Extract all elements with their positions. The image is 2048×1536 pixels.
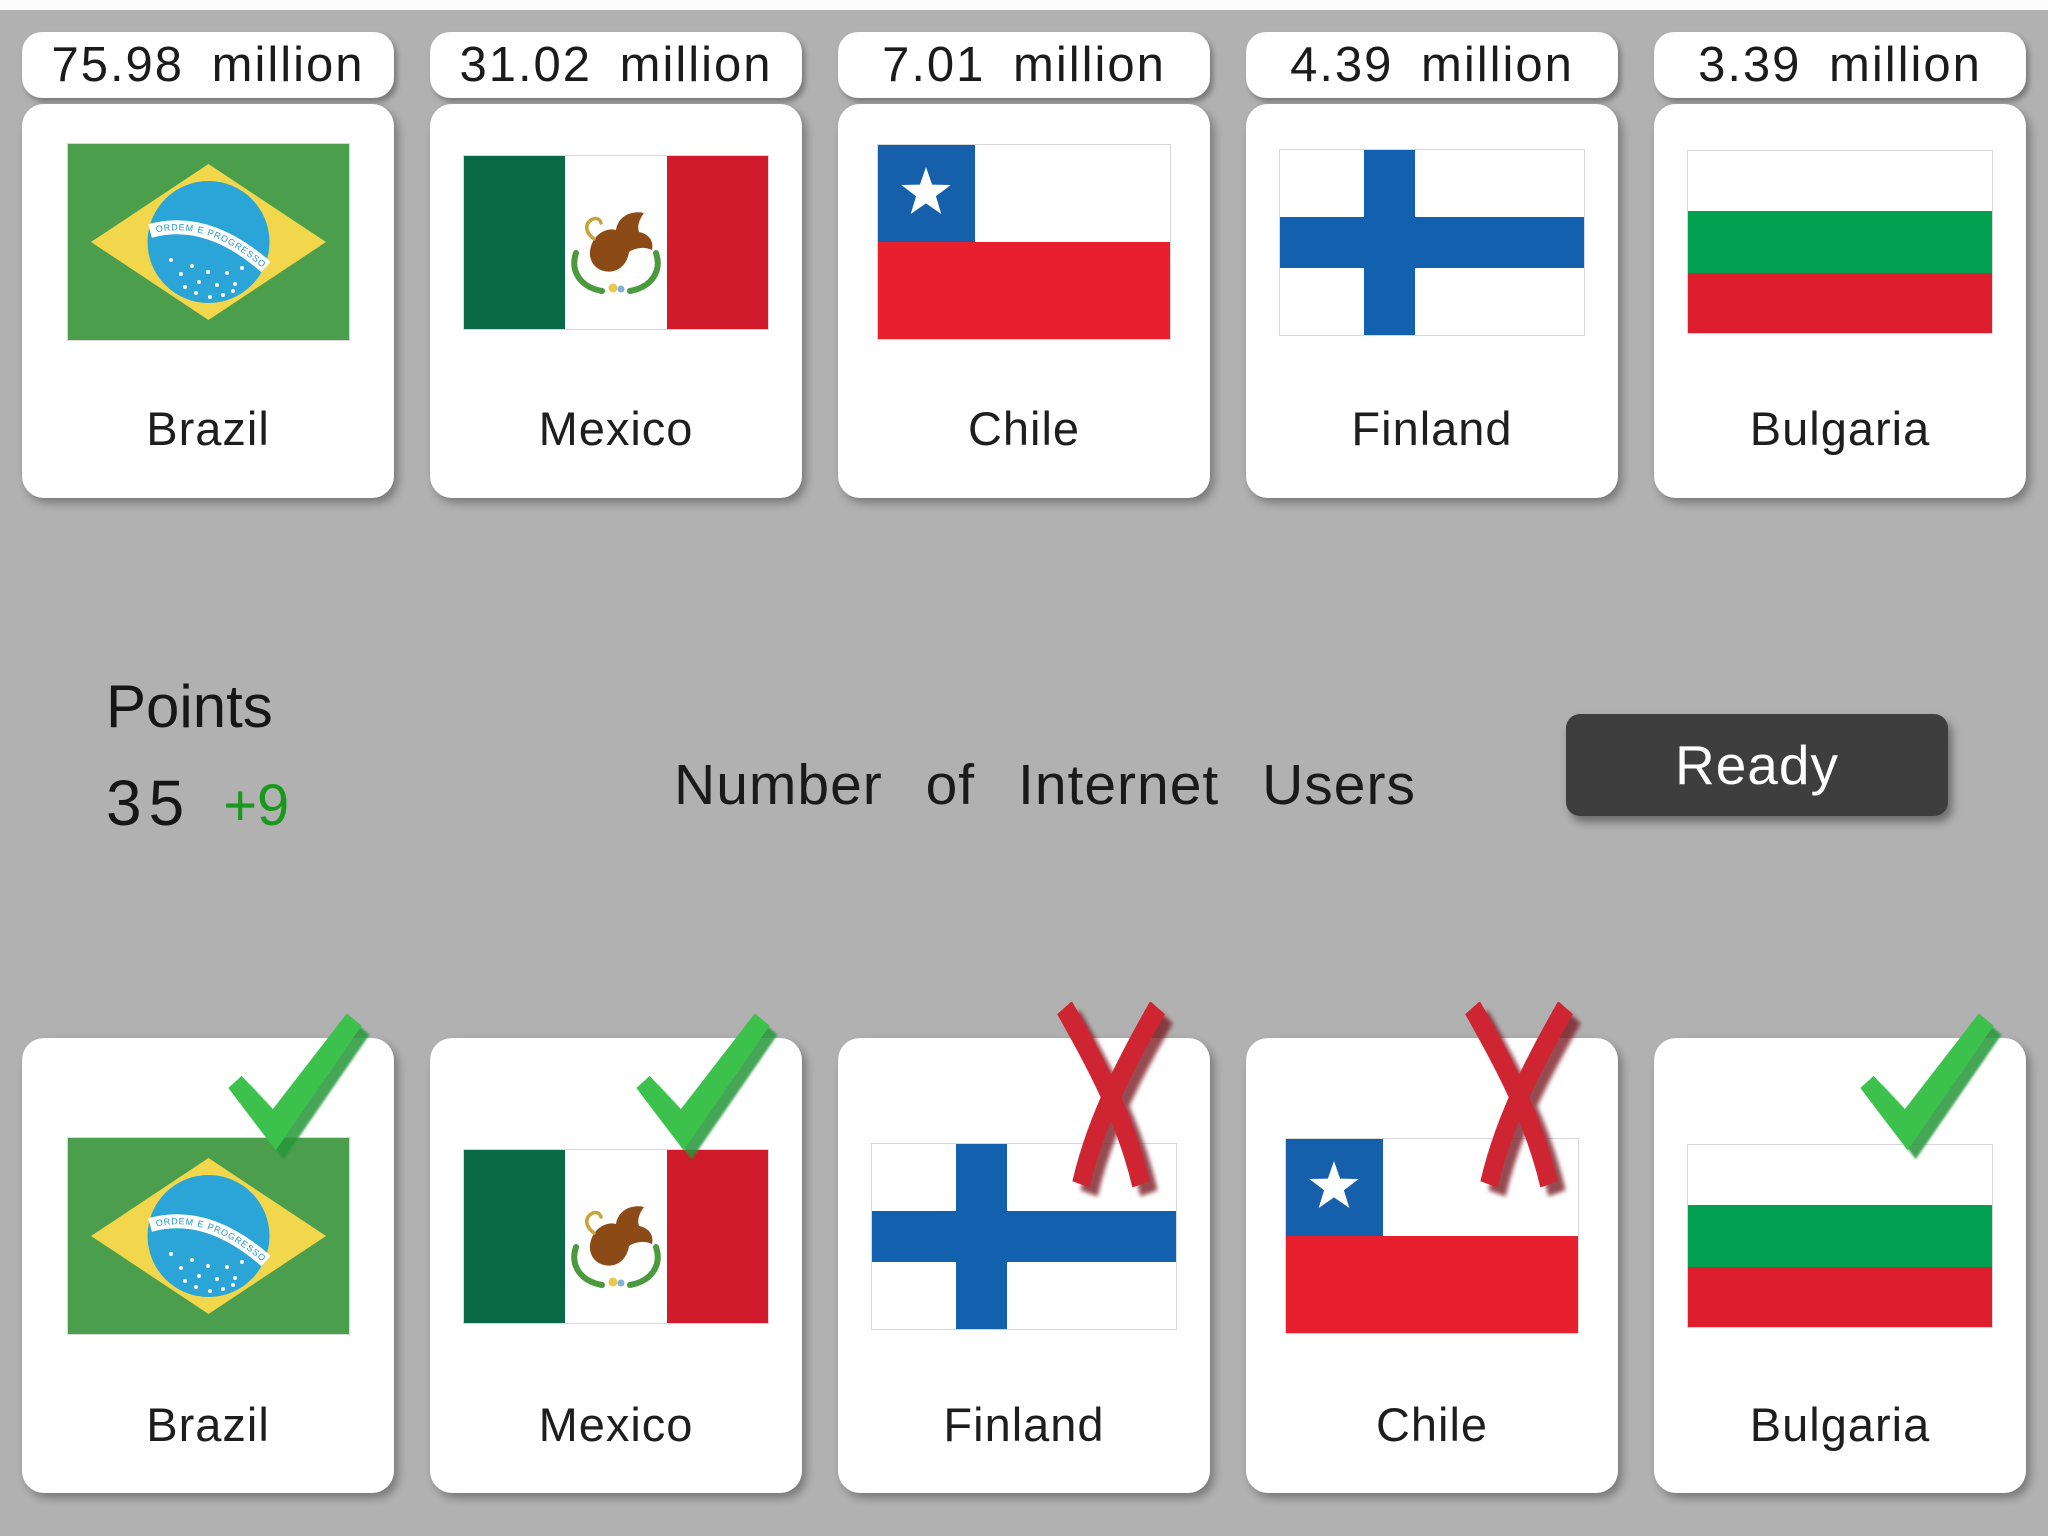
wrong-x-icon — [1057, 1002, 1165, 1188]
mexico-flag — [430, 1136, 802, 1336]
quiz-title: Number of Internet Users — [674, 753, 1416, 817]
brazil-flag: ORDEM E PROGRESSO — [22, 142, 394, 342]
country-label: Finland — [943, 1398, 1105, 1451]
mexico-flag-image — [463, 154, 769, 330]
correct-check-icon — [636, 1013, 770, 1151]
answer-card-mexico[interactable]: Mexico — [430, 1013, 802, 1493]
country-label: Mexico — [538, 402, 694, 455]
country-label: Bulgaria — [1749, 1398, 1931, 1451]
finland-flag — [1246, 142, 1618, 342]
country-card-top-bulgaria[interactable]: Bulgaria — [1654, 104, 2026, 498]
brazil-flag: ORDEM E PROGRESSO — [22, 1136, 394, 1336]
answer-card-finland[interactable]: Finland — [838, 1002, 1210, 1493]
bulgaria-flag-image — [1687, 1144, 1993, 1328]
answer-cards-row: ORDEM E PROGRESSO Brazil Mexico — [0, 1002, 2048, 1493]
correct-check-icon — [228, 1013, 362, 1151]
value-label: 75.98 million — [51, 38, 365, 92]
country-label: Chile — [967, 402, 1081, 455]
points-value: 35 — [106, 767, 192, 839]
answer-card-brazil[interactable]: ORDEM E PROGRESSO Brazil — [22, 1013, 394, 1493]
value-label: 31.02 million — [459, 38, 773, 92]
country-card-top-finland[interactable]: Finland — [1246, 104, 1618, 498]
chile-flag-image — [877, 144, 1171, 340]
ready-button[interactable]: Ready — [1566, 714, 1948, 816]
country-label: Finland — [1351, 402, 1513, 455]
points-readout: 35 +9 — [106, 766, 289, 840]
value-pill: 3.39 million — [1654, 32, 2026, 98]
value-pill: 75.98 million — [22, 32, 394, 98]
value-pill: 31.02 million — [430, 32, 802, 98]
country-card-top-mexico[interactable]: Mexico — [430, 104, 802, 498]
chile-flag — [838, 142, 1210, 342]
points-gain: +9 — [223, 773, 290, 838]
ready-button-label: Ready — [1675, 734, 1839, 796]
points-label: Points — [106, 673, 273, 740]
value-card-column: 31.02 million Mexico — [430, 32, 802, 498]
brazil-flag-image: ORDEM E PROGRESSO — [66, 1137, 350, 1335]
country-label: Chile — [1375, 1398, 1489, 1451]
finland-flag — [838, 1136, 1210, 1336]
answer-card-bulgaria[interactable]: Bulgaria — [1654, 1013, 2026, 1493]
value-pill: 7.01 million — [838, 32, 1210, 98]
top-edge-strip — [0, 0, 2048, 10]
value-card-column: 75.98 million ORDEM E PROGRESSO Brazil — [22, 32, 394, 498]
chile-flag-image — [1285, 1138, 1579, 1334]
value-card-column: 7.01 million Chile — [838, 32, 1210, 498]
value-pill: 4.39 million — [1246, 32, 1618, 98]
value-label: 3.39 million — [1698, 38, 1982, 92]
mexico-flag — [430, 142, 802, 342]
wrong-x-icon — [1465, 1002, 1573, 1188]
brazil-flag-image: ORDEM E PROGRESSO — [66, 143, 350, 341]
chile-flag — [1246, 1136, 1618, 1336]
bulgaria-flag — [1654, 142, 2026, 342]
country-card-top-brazil[interactable]: ORDEM E PROGRESSO Brazil — [22, 104, 394, 498]
country-label: Bulgaria — [1749, 402, 1931, 455]
correct-check-icon — [1860, 1013, 1994, 1151]
value-label: 4.39 million — [1290, 38, 1574, 92]
mexico-flag-image — [463, 1148, 769, 1324]
bulgaria-flag — [1654, 1136, 2026, 1336]
finland-flag-image — [871, 1142, 1177, 1330]
country-label: Mexico — [538, 1398, 694, 1451]
country-label: Brazil — [146, 1398, 270, 1451]
finland-flag-image — [1279, 148, 1585, 336]
value-cards-row: 75.98 million ORDEM E PROGRESSO Brazil 3… — [0, 32, 2048, 498]
value-label: 7.01 million — [882, 38, 1166, 92]
country-label: Brazil — [146, 402, 270, 455]
value-card-column: 3.39 million Bulgaria — [1654, 32, 2026, 498]
value-card-column: 4.39 million Finland — [1246, 32, 1618, 498]
bulgaria-flag-image — [1687, 150, 1993, 334]
country-card-top-chile[interactable]: Chile — [838, 104, 1210, 498]
answer-card-chile[interactable]: Chile — [1246, 1002, 1618, 1493]
